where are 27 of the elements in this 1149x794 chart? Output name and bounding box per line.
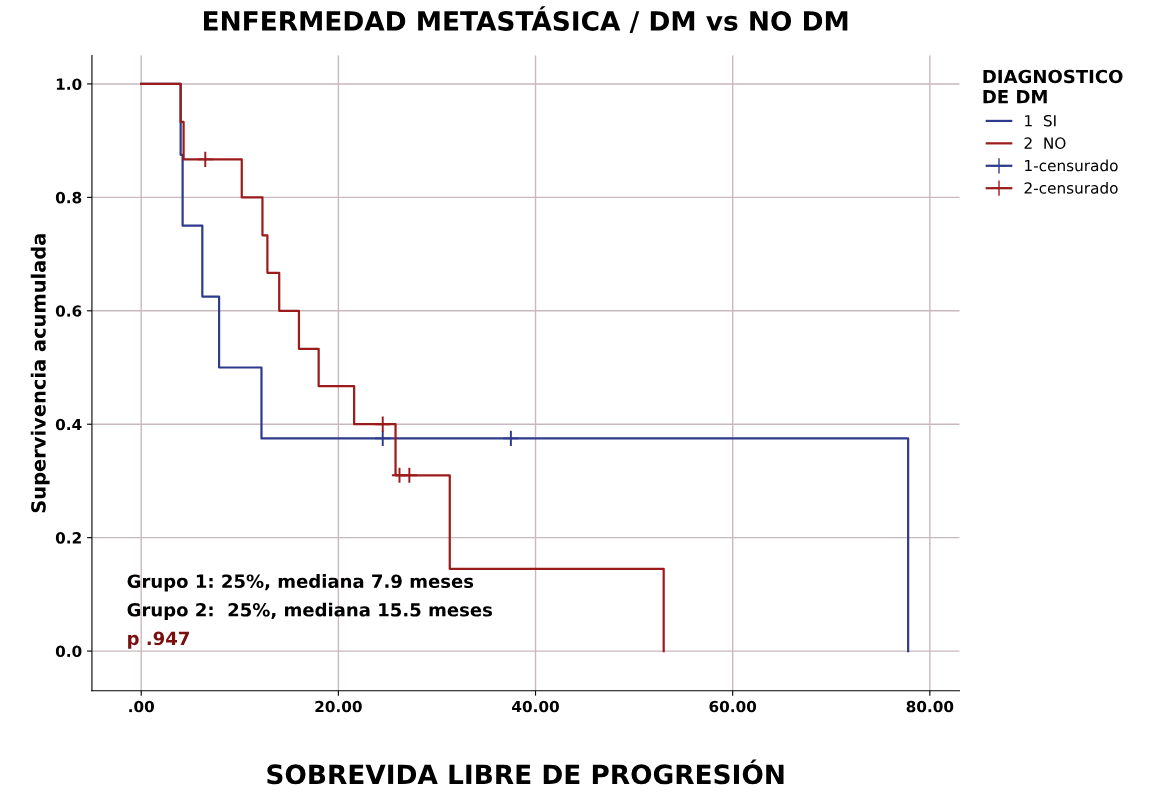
x-axis-title: SOBREVIDA LIBRE DE PROGRESIÓN [267, 759, 784, 785]
chart-title: ENFERMEDAD METASTÁSICA / DM vs NO DM [204, 6, 848, 34]
x-tick-label: 20.00 [315, 700, 362, 713]
x-tick-label: 80.00 [906, 700, 954, 713]
y-tick-label: 0.0 [55, 645, 82, 658]
x-tick-label: .00 [129, 700, 155, 713]
point [196, 150, 214, 168]
legend-label: 1-censurado [1025, 159, 1118, 172]
y-tick-label: 1.0 [56, 78, 82, 90]
legend-label: 2-censurado [1024, 181, 1118, 194]
point [502, 429, 520, 447]
point [374, 429, 392, 447]
legend-label: 1 SI [1025, 114, 1056, 127]
annotation: p .947 [128, 631, 189, 649]
legend-label: 2 NO [1024, 137, 1066, 149]
y-tick-label: 0.8 [55, 191, 82, 204]
point [374, 415, 392, 433]
y-tick-label: 0.2 [55, 532, 81, 544]
y-axis-title: Supervivencia acumulada [30, 234, 50, 513]
y-tick-label: 0.4 [55, 418, 82, 431]
x-tick-label: 40.00 [512, 700, 559, 713]
point [400, 466, 418, 484]
legend-title: DIAGNOSTICO DE DM [983, 69, 1123, 104]
annotation: Grupo 2: 25%, mediana 15.5 meses [127, 602, 492, 621]
y-tick-label: 0.6 [55, 305, 82, 317]
x-tick-label: 60.00 [709, 700, 757, 713]
annotation: Grupo 1: 25%, mediana 7.9 meses [127, 574, 474, 592]
